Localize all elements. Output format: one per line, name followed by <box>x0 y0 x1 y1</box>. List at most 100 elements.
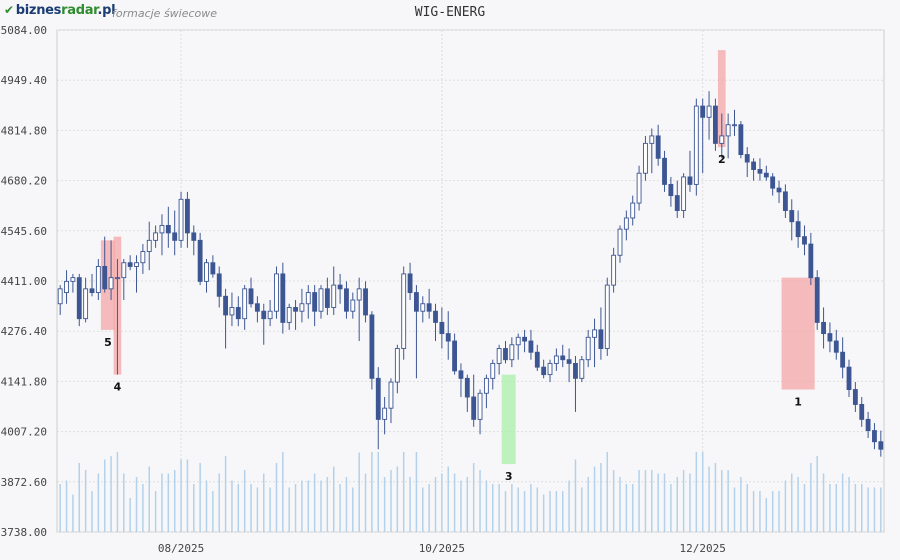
candle-body <box>712 105 718 144</box>
y-tick-label: 4007.20 <box>1 426 47 439</box>
y-tick-label: 4276.40 <box>1 325 47 338</box>
site-logo[interactable]: ✔ biznesradar.pl <box>4 3 116 18</box>
candle-body <box>134 262 139 267</box>
candle-body <box>242 288 248 320</box>
y-tick-label: 4141.80 <box>1 375 47 388</box>
candle-body <box>318 288 324 312</box>
candle-body <box>83 288 89 320</box>
candle-body <box>827 333 833 342</box>
candle-body <box>305 292 311 305</box>
candle-body <box>706 105 712 118</box>
candle-body <box>522 336 527 342</box>
candle-body <box>770 176 776 189</box>
candle-body <box>184 198 190 234</box>
candle-body <box>299 303 305 312</box>
candle-body <box>401 273 407 349</box>
candle-body <box>852 389 858 405</box>
candle-body <box>802 236 807 245</box>
candle-body <box>439 321 445 335</box>
candle-body <box>115 277 120 280</box>
candle-body <box>407 273 413 294</box>
candle-body <box>414 292 419 312</box>
candle-body <box>744 154 750 163</box>
candle-body <box>388 381 394 409</box>
candle-body <box>643 142 648 174</box>
candle-body <box>172 232 178 241</box>
candle-body <box>553 355 559 364</box>
logo-accent: radar <box>61 3 98 18</box>
candle-body <box>560 355 566 361</box>
candle-body <box>458 370 464 379</box>
y-tick-label: 4814.80 <box>1 124 47 137</box>
candle-body <box>216 273 222 297</box>
candle-body <box>433 310 438 323</box>
candle-body <box>662 157 667 185</box>
candle-body <box>732 124 737 127</box>
candle-body <box>585 336 591 361</box>
candle-body <box>140 251 146 264</box>
candle-body <box>541 366 547 376</box>
candle-body <box>146 239 152 252</box>
candle-body <box>324 288 330 308</box>
candle-body <box>738 124 744 156</box>
candle-body <box>503 348 508 361</box>
candle-body <box>121 262 127 279</box>
candle-body <box>280 273 286 323</box>
candle-body <box>623 217 629 230</box>
candle-body <box>687 176 693 185</box>
candle-body <box>159 224 165 234</box>
candle-body <box>573 362 578 379</box>
candle-body <box>223 295 229 316</box>
candle-body <box>375 377 381 420</box>
candle-body <box>95 266 101 294</box>
candle-body <box>248 288 254 305</box>
candle-body <box>655 135 661 159</box>
candle-body <box>331 284 337 308</box>
chart-title: WIG-ENERG <box>414 5 486 20</box>
candle-body <box>630 202 636 219</box>
candle-body <box>293 307 298 312</box>
pattern-highlight <box>781 277 815 390</box>
y-tick-label: 3738.00 <box>1 526 47 539</box>
candle-body <box>808 243 814 279</box>
candle-body <box>356 288 362 301</box>
candle-body <box>509 344 515 361</box>
y-tick-label: 4545.60 <box>1 225 47 238</box>
candle-body <box>649 135 655 144</box>
candle-body <box>579 359 585 379</box>
pattern-label: 5 <box>104 336 112 349</box>
candle-body <box>382 407 388 420</box>
candle-body <box>751 161 757 170</box>
candle-body <box>261 310 267 320</box>
candle-body <box>57 288 63 305</box>
candle-body <box>286 307 292 323</box>
candle-body <box>89 288 95 294</box>
candle-body <box>267 310 273 320</box>
candle-body <box>782 191 788 211</box>
candle-body <box>235 307 241 320</box>
candle-body <box>604 284 610 349</box>
candle-body <box>471 396 477 420</box>
y-tick-label: 5084.00 <box>1 24 47 37</box>
candle-body <box>165 224 171 234</box>
candle-body <box>636 172 642 204</box>
pattern-label: 3 <box>505 470 513 483</box>
candle-body <box>445 333 451 342</box>
candle-body <box>840 351 846 368</box>
candle-body <box>210 262 216 275</box>
x-tick-label: 12/2025 <box>680 542 726 555</box>
candle-body <box>611 254 617 286</box>
candle-body <box>776 187 782 193</box>
candle-body <box>515 336 521 346</box>
candle-body <box>763 172 769 178</box>
candle-body <box>426 303 432 312</box>
y-tick-label: 4949.40 <box>1 74 47 87</box>
logo-prefix: biznes <box>15 3 62 18</box>
candle-body <box>64 280 69 294</box>
y-tick-label: 4680.20 <box>1 175 47 188</box>
candle-body <box>833 340 839 353</box>
candle-body <box>528 340 534 353</box>
candle-body <box>127 262 133 267</box>
candle-body <box>312 292 318 312</box>
